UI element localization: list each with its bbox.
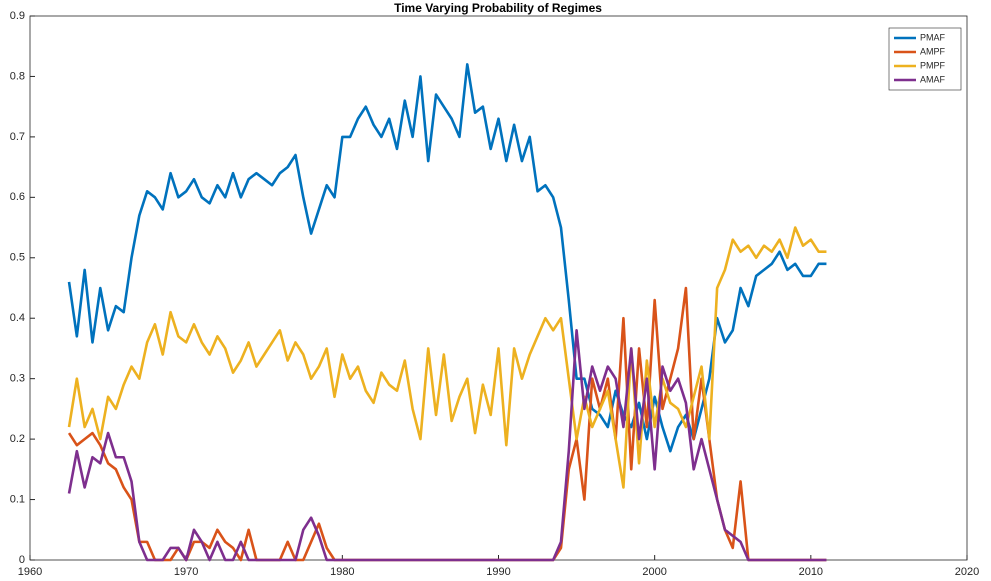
y-tick-label: 0.4 [10,312,25,324]
y-tick-label: 0.7 [10,131,25,143]
y-tick-label: 0.6 [10,191,25,203]
x-tick-label: 2000 [642,566,666,578]
x-tick-label: 1990 [486,566,510,578]
x-tick-label: 1980 [330,566,354,578]
y-tick-label: 0.5 [10,252,25,264]
x-tick-label: 2010 [799,566,823,578]
x-tick-label: 1960 [18,566,42,578]
legend-label: AMAF [920,74,946,84]
y-tick-label: 0.9 [10,10,25,22]
x-tick-label: 1970 [174,566,198,578]
y-tick-label: 0.8 [10,70,25,82]
y-tick-label: 0.2 [10,433,25,445]
legend-label: PMPF [920,60,946,70]
y-tick-label: 0 [19,554,25,566]
line-series [67,226,827,489]
legend-label: PMAF [920,32,946,42]
y-tick-label: 0.3 [10,373,25,385]
y-tick-label: 0.1 [10,493,25,505]
line-series [67,329,827,562]
line-series [67,63,827,453]
legend-label: AMPF [920,46,946,56]
chart-title: Time Varying Probability of Regimes [394,1,602,15]
x-tick-label: 2020 [955,566,979,578]
